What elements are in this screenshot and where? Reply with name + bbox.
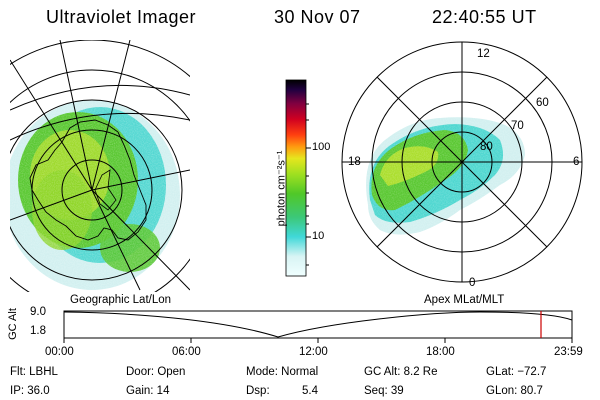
altitude-curve [63,311,573,338]
mlt-6-label: 6 [573,156,580,168]
filter-status: Flt: LBHL [10,366,58,378]
mlat-70-label: 70 [511,120,524,132]
orbit-ylabel: GC Alt [7,308,19,340]
mlt-12-label: 12 [477,48,490,60]
ip-status: IP: 36.0 [10,385,50,397]
orbit-xtick: 23:59 [554,346,583,358]
orbit-xtick: 12:00 [299,346,328,358]
gc-alt-status: GC Alt: 8.2 Re [364,366,438,378]
apex-caption: Apex MLat/MLT [424,294,505,306]
orbit-ytick-bottom: 1.8 [30,325,46,337]
orbit-plot [63,310,573,343]
mlt-0-label: 0 [469,277,476,289]
apex-image [366,117,525,235]
colorbar-tick-100: 100 [312,141,331,153]
geo-grid [10,40,190,292]
app-title: Ultraviolet Imager [46,7,197,27]
colorbar-tick-10: 10 [312,230,325,242]
orbit-ytick-top: 9.0 [30,306,46,318]
time-label: 22:40:55 UT [432,7,537,27]
colorbar [285,79,307,277]
colorbar-label: photon cm⁻²s⁻¹ [275,150,288,227]
date-label: 30 Nov 07 [274,7,361,27]
seq-status: Seq: 39 [364,385,404,397]
geographic-caption: Geographic Lat/Lon [70,294,172,306]
door-status: Door: Open [126,366,186,378]
orbit-xtick: 18:00 [426,346,455,358]
mlat-60-label: 60 [536,97,549,109]
glon-status: GLon: 80.7 [486,385,543,397]
mode-status: Mode: Normal [246,366,319,378]
glat-status: GLat: −72.7 [486,366,547,378]
geographic-image [10,40,190,292]
dsp-value: 5.4 [302,385,318,397]
gain-status: Gain: 14 [126,385,170,397]
apex-grid [341,41,583,283]
orbit-xtick: 00:00 [45,346,74,358]
dsp-label: Dsp: [246,385,270,397]
mlt-18-label: 18 [348,156,361,168]
coastline [29,119,147,241]
mlat-80-label: 80 [480,141,493,153]
orbit-xtick: 06:00 [172,346,201,358]
